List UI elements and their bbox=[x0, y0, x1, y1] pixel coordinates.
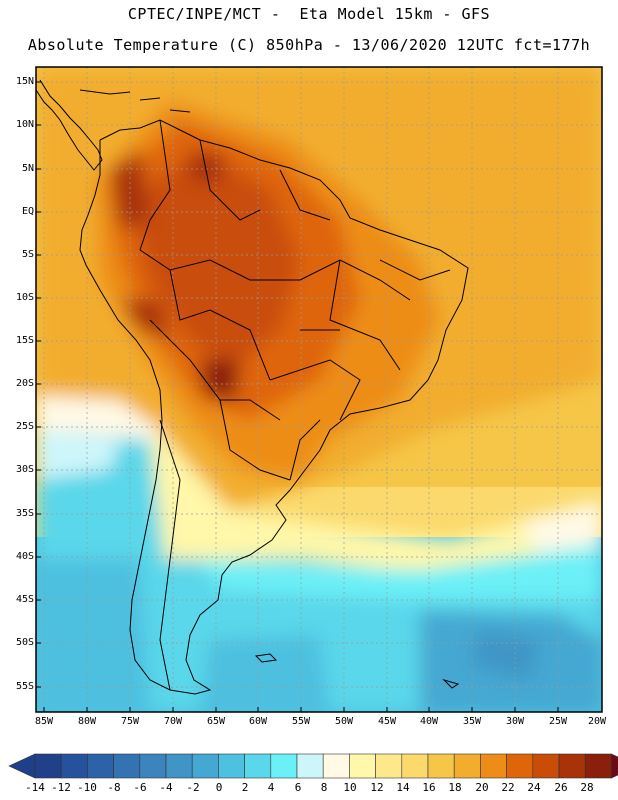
lat-label-55s: 55S bbox=[15, 681, 34, 692]
colorbar-label: -12 bbox=[51, 781, 71, 794]
lon-label-70w: 70W bbox=[163, 716, 183, 727]
lat-label-5s: 5S bbox=[21, 249, 34, 260]
colorbar-swatch bbox=[139, 753, 167, 779]
title-line-1: CPTEC/INPE/MCT - Eta Model 15km - GFS bbox=[127, 5, 491, 23]
lon-label-35w: 35W bbox=[462, 716, 482, 727]
colorbar-swatch bbox=[270, 753, 298, 779]
colorbar-label: 0 bbox=[215, 781, 223, 794]
lat-label-10s: 10S bbox=[15, 292, 34, 303]
lat-label-10n: 10N bbox=[15, 119, 34, 130]
lat-label-40s: 40S bbox=[15, 551, 34, 562]
colorbar-label: 22 bbox=[501, 781, 515, 794]
lat-label-50s: 50S bbox=[15, 637, 34, 648]
lon-label-60w: 60W bbox=[248, 716, 268, 727]
colorbar-swatch bbox=[506, 753, 534, 779]
colorbar-swatch bbox=[60, 753, 88, 779]
axis-ticks bbox=[36, 81, 559, 712]
lon-label-20w: 20W bbox=[587, 716, 607, 727]
colorbar-swatch bbox=[532, 753, 560, 779]
colorbar-label: 10 bbox=[343, 781, 357, 794]
colorbar-label: 14 bbox=[396, 781, 410, 794]
colorbar-label: -14 bbox=[25, 781, 45, 794]
colorbar-swatch bbox=[34, 753, 62, 779]
colorbar-label: 6 bbox=[294, 781, 302, 794]
lon-label-85w: 85W bbox=[34, 716, 54, 727]
colorbar-swatch bbox=[453, 753, 481, 779]
colorbar-swatch bbox=[165, 753, 193, 779]
colorbar-swatch bbox=[244, 753, 272, 779]
colorbar-swatch bbox=[558, 753, 586, 779]
coastlines bbox=[36, 79, 469, 695]
colorbar-label: -6 bbox=[133, 781, 147, 794]
lon-label-55w: 55W bbox=[291, 716, 311, 727]
colorbar-label: 26 bbox=[554, 781, 568, 794]
colorbar-label: 2 bbox=[241, 781, 249, 794]
lon-label-45w: 45W bbox=[377, 716, 397, 727]
colorbar-under-arrow bbox=[8, 753, 36, 779]
colorbar-label: -2 bbox=[186, 781, 200, 794]
colorbar-swatch bbox=[218, 753, 245, 779]
colorbar-swatch bbox=[584, 753, 612, 779]
lat-label-eq: EQ bbox=[21, 206, 34, 217]
lon-label-25w: 25W bbox=[548, 716, 568, 727]
colorbar-label: 8 bbox=[320, 781, 328, 794]
colorbar-swatch bbox=[480, 753, 507, 779]
colorbar-swatch bbox=[427, 753, 455, 779]
colorbar-label: 28 bbox=[580, 781, 594, 794]
lat-label-35s: 35S bbox=[15, 508, 34, 519]
lon-label-40w: 40W bbox=[419, 716, 439, 727]
temperature-field bbox=[36, 67, 602, 712]
colorbar-label: -8 bbox=[107, 781, 121, 794]
colorbar-label: 18 bbox=[448, 781, 462, 794]
colorbar-swatch bbox=[191, 753, 219, 779]
lon-label-50w: 50W bbox=[334, 716, 354, 727]
colorbar-over-arrow bbox=[611, 753, 618, 779]
lat-label-20s: 20S bbox=[15, 378, 34, 389]
colorbar-label: 4 bbox=[267, 781, 275, 794]
lat-label-30s: 30S bbox=[15, 464, 34, 475]
colorbar-label: 16 bbox=[422, 781, 436, 794]
caribbean-islands bbox=[79, 89, 191, 113]
lon-label-65w: 65W bbox=[206, 716, 226, 727]
colorbar-swatch bbox=[87, 753, 114, 779]
colorbar-swatch bbox=[296, 753, 324, 779]
colorbar-label: -10 bbox=[77, 781, 97, 794]
plot-frame bbox=[35, 66, 603, 713]
lon-label-75w: 75W bbox=[120, 716, 140, 727]
colorbar-label: 24 bbox=[527, 781, 541, 794]
falkland-islands bbox=[254, 653, 460, 689]
colorbar-swatch bbox=[322, 753, 350, 779]
colorbar-label: 20 bbox=[475, 781, 489, 794]
colorbar-label: -4 bbox=[159, 781, 173, 794]
lat-label-15n: 15N bbox=[15, 76, 34, 87]
graticule bbox=[36, 67, 602, 712]
lon-label-30w: 30W bbox=[505, 716, 525, 727]
lat-label-25s: 25S bbox=[15, 421, 34, 432]
country-borders bbox=[139, 119, 331, 691]
colorbar-swatch bbox=[375, 753, 403, 779]
colorbar-swatch bbox=[401, 753, 429, 779]
lat-label-5n: 5N bbox=[21, 163, 34, 174]
lat-label-45s: 45S bbox=[15, 594, 34, 605]
south-america-coast bbox=[79, 119, 469, 695]
lon-label-80w: 80W bbox=[77, 716, 97, 727]
central-america-coast bbox=[36, 79, 103, 171]
title-line-2: Absolute Temperature (C) 850hPa - 13/06/… bbox=[27, 36, 591, 54]
colorbar-swatch bbox=[349, 753, 376, 779]
colorbar-swatch bbox=[113, 753, 141, 779]
brazil-states bbox=[269, 259, 451, 421]
colorbar bbox=[8, 753, 618, 779]
colorbar-label: 12 bbox=[370, 781, 384, 794]
lat-label-15s: 15S bbox=[15, 335, 34, 346]
